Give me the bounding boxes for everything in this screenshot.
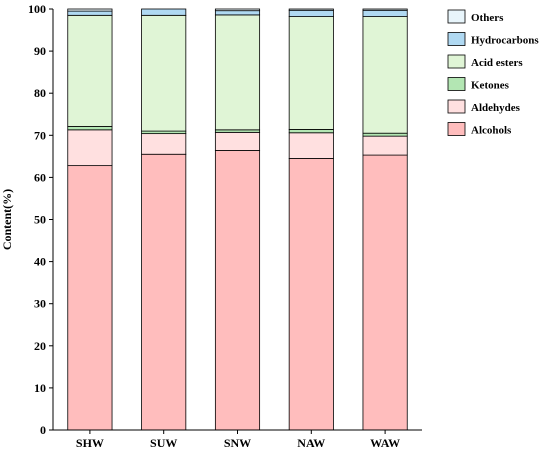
bar-segment-acid-esters-suw [141,14,187,132]
bar-segment-hydrocarbons-shw [67,10,113,16]
y-tick-label: 100 [28,2,46,16]
bar-segment-others-naw [288,8,334,11]
legend-label-hydrocarbons: Hydrocarbons [471,35,539,47]
bar-segment-aldehydes-naw [288,132,334,159]
x-ticks: SHW SUW SNW NAW WAW [76,430,400,449]
legend-label-ketones: Ketones [471,80,510,92]
bar-segment-aldehydes-waw [362,135,408,156]
x-tick-label-suw: SUW [150,436,177,449]
bar-segment-ketones-waw [362,132,408,137]
x-tick-label-naw: NAW [297,436,325,449]
bar-segment-others-waw [362,8,408,11]
bar-segment-acid-esters-snw [214,14,261,131]
y-axis-title: Content(%) [0,189,14,250]
bars-layer [67,8,408,431]
legend-swatch-hydrocarbons [447,32,466,46]
legend-label-acid-esters: Acid esters [471,57,523,69]
y-tick-label: 20 [34,339,46,353]
bar-segment-hydrocarbons-naw [288,9,334,17]
x-tick-label-waw: WAW [370,436,400,449]
y-tick-label: 80 [34,86,46,100]
bar-segment-aldehydes-shw [67,129,113,167]
bar-segment-alcohols-snw [214,150,261,431]
y-tick-label: 40 [34,255,46,269]
y-tick-label: 70 [34,128,46,142]
bar-segment-alcohols-suw [141,153,187,431]
bar-segment-aldehydes-snw [214,131,261,151]
legend-swatch-ketones [447,77,466,91]
legend: Others Hydrocarbons Acid esters Ketones Alde… [447,9,539,137]
y-tick-label: 90 [34,44,46,58]
bar-segment-alcohols-naw [288,158,334,431]
y-ticks: 0 10 20 30 40 50 60 70 80 90 100 [28,2,53,437]
bar-segment-alcohols-waw [362,154,408,431]
x-tick-label-snw: SNW [224,436,251,449]
bar-segment-others-snw [214,8,261,12]
bar-segment-aldehydes-suw [141,133,187,155]
bar-segment-hydrocarbons-snw [214,10,261,16]
legend-swatch-others [447,9,466,24]
bar-segment-ketones-shw [67,126,113,131]
y-tick-label: 0 [40,423,46,437]
bar-segment-alcohols-shw [67,165,113,431]
bar-segment-hydrocarbons-suw [141,8,187,16]
x-tick-label-shw: SHW [76,436,104,449]
bar-segment-acid-esters-naw [288,16,334,130]
bar-segment-hydrocarbons-waw [362,9,408,17]
y-tick-label: 50 [34,213,46,227]
legend-label-aldehydes: Aldehydes [471,102,521,114]
y-tick-label: 30 [34,297,46,311]
legend-swatch-aldehydes [447,99,466,114]
y-tick-label: 60 [34,170,46,184]
bar-segment-ketones-naw [288,129,334,134]
legend-label-others: Others [471,12,504,24]
bar-segment-others-shw [67,8,113,12]
legend-swatch-acid-esters [447,54,466,69]
bar-segment-acid-esters-shw [67,14,113,127]
bar-segment-acid-esters-waw [362,16,408,134]
legend-swatch-alcohols [447,122,466,136]
y-tick-label: 10 [34,381,46,395]
legend-label-alcohols: Alcohols [471,125,512,137]
